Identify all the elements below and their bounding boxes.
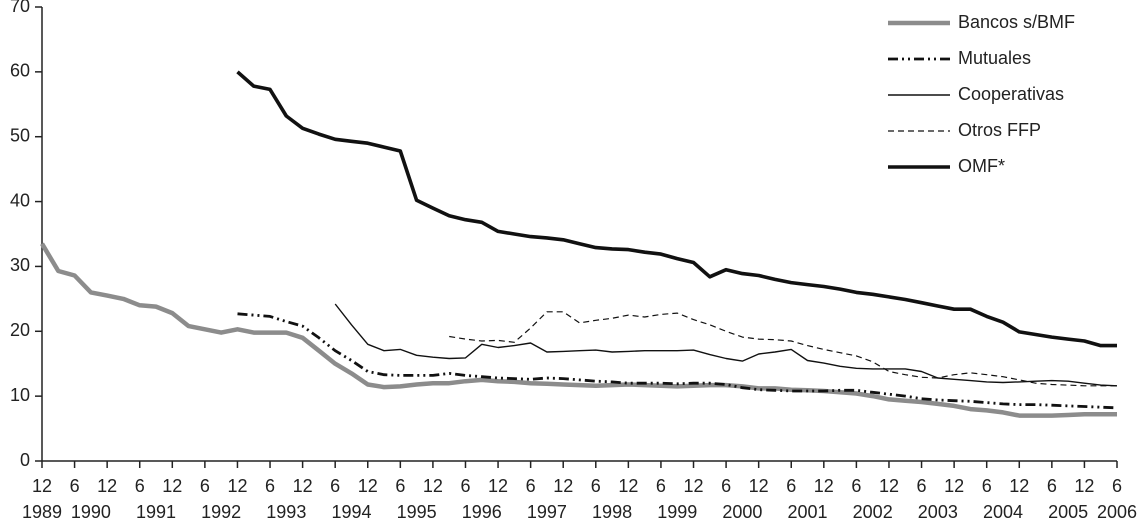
x-tick-label: 12 (97, 476, 117, 496)
year-label: 1993 (266, 502, 306, 522)
series-line (237, 312, 1118, 410)
x-tick-label: 6 (1112, 476, 1122, 496)
x-tick-label: 12 (879, 476, 899, 496)
x-tick-label: 12 (423, 476, 443, 496)
series-line (236, 70, 1117, 348)
x-tick-label: 6 (265, 476, 275, 496)
year-label: 1992 (201, 502, 241, 522)
y-tick-label: 10 (10, 385, 30, 405)
x-tick-label: 6 (1047, 476, 1057, 496)
x-tick-label: 6 (70, 476, 80, 496)
x-tick-label: 12 (618, 476, 638, 496)
x-tick-label: 6 (526, 476, 536, 496)
year-label: 2001 (788, 502, 828, 522)
y-tick-label: 60 (10, 61, 30, 81)
x-tick-label: 12 (162, 476, 182, 496)
year-label: 2004 (983, 502, 1023, 522)
year-label: 1989 (22, 502, 62, 522)
x-tick-label: 12 (944, 476, 964, 496)
legend-label: Cooperativas (958, 84, 1064, 104)
year-label: 2003 (918, 502, 958, 522)
x-tick-label: 6 (591, 476, 601, 496)
x-tick-label: 12 (814, 476, 834, 496)
x-tick-label: 12 (488, 476, 508, 496)
year-label: 2006 (1097, 502, 1137, 522)
year-label: 2000 (722, 502, 762, 522)
legend-label: Otros FFP (958, 120, 1041, 140)
x-tick-label: 6 (200, 476, 210, 496)
year-label: 1999 (657, 502, 697, 522)
series-line (40, 242, 1117, 418)
x-tick-label: 12 (683, 476, 703, 496)
x-tick-label: 12 (293, 476, 313, 496)
y-tick-label: 70 (10, 0, 30, 16)
x-tick-label: 6 (656, 476, 666, 496)
x-tick-label: 6 (721, 476, 731, 496)
x-tick-label: 6 (330, 476, 340, 496)
y-tick-label: 50 (10, 125, 30, 145)
year-label: 1996 (462, 502, 502, 522)
legend-label: OMF* (958, 156, 1005, 176)
x-tick-label: 6 (135, 476, 145, 496)
year-label: 1997 (527, 502, 567, 522)
y-tick-label: 20 (10, 320, 30, 340)
x-tick-label: 12 (1074, 476, 1094, 496)
x-tick-label: 12 (1009, 476, 1029, 496)
x-tick-label: 6 (851, 476, 861, 496)
x-tick-label: 6 (982, 476, 992, 496)
x-tick-label: 12 (227, 476, 247, 496)
x-tick-label: 6 (395, 476, 405, 496)
x-tick-label: 12 (358, 476, 378, 496)
year-label: 1994 (331, 502, 371, 522)
x-tick-label: 12 (749, 476, 769, 496)
x-tick-label: 6 (460, 476, 470, 496)
y-tick-label: 0 (20, 450, 30, 470)
x-tick-label: 6 (786, 476, 796, 496)
year-label: 1990 (71, 502, 111, 522)
y-tick-label: 40 (10, 190, 30, 210)
x-tick-label: 12 (553, 476, 573, 496)
y-tick-label: 30 (10, 255, 30, 275)
series-line (334, 303, 1118, 387)
x-tick-label: 6 (917, 476, 927, 496)
year-label: 2002 (853, 502, 893, 522)
year-label: 1991 (136, 502, 176, 522)
x-tick-label: 12 (32, 476, 52, 496)
legend-label: Bancos s/BMF (958, 12, 1075, 32)
year-label: 1995 (397, 502, 437, 522)
year-label: 1998 (592, 502, 632, 522)
year-label: 2005 (1048, 502, 1088, 522)
legend-label: Mutuales (958, 48, 1031, 68)
series-line (449, 311, 1117, 387)
